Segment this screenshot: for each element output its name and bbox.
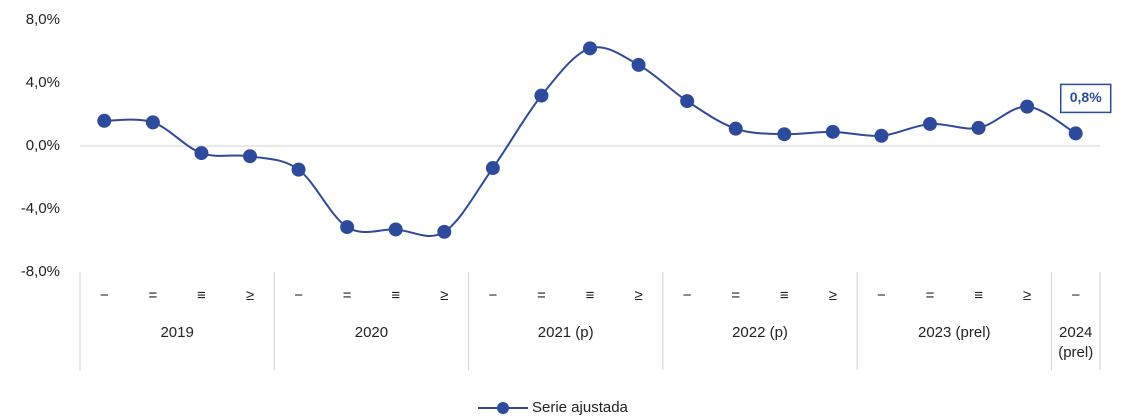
x-tick-label: − [1071,287,1080,304]
group-label: 2019 [160,324,193,341]
x-tick-label: ≡ [391,287,400,304]
data-point [243,149,257,164]
label-box [1059,83,1112,114]
x-tick-label: = [731,287,740,304]
group-label: 2023 (prel) [918,324,991,341]
x-tick-label: = [537,287,546,304]
x-tick-label: − [683,287,692,304]
legend-marker [497,402,509,414]
group-label: 2022 (p) [732,324,788,341]
x-tick-label: ≡ [780,287,789,304]
x-tick-label: − [488,287,497,304]
x-tick-label: ≡ [974,287,983,304]
data-point [97,113,112,128]
y-tick-label: 8,0% [26,11,60,28]
x-tick-label: ≥ [246,287,254,304]
x-tick-label: ≥ [829,287,837,304]
data-point [534,88,549,103]
data-point [194,146,209,161]
x-tick-label: ≥ [440,287,448,304]
x-tick-label: ≥ [1023,287,1031,304]
data-point [825,124,840,139]
data-point [145,115,160,130]
data-point [485,161,500,176]
data-point [583,41,597,56]
group-label: 2021 (p) [538,324,594,341]
x-tick-label: − [100,287,109,304]
data-point [728,121,743,136]
x-tick-label: − [294,287,303,304]
data-point [631,57,646,72]
y-tick-label: -4,0% [21,200,60,217]
y-tick-label: 4,0% [26,74,60,91]
data-label: 0,8% [1070,89,1102,105]
data-point [388,222,403,237]
data-point [291,162,306,177]
y-tick-label: -8,0% [21,263,60,280]
x-tick-label: ≥ [634,287,642,304]
x-tick-label: = [148,287,157,304]
data-point [971,120,986,135]
y-tick-label: 0,0% [26,137,60,154]
data-point [777,127,792,142]
data-point [680,94,695,109]
data-point [1020,99,1035,114]
x-tick-label: ≡ [586,287,595,304]
x-tick-label: = [343,287,352,304]
x-tick-label: − [877,287,886,304]
data-point [923,116,937,131]
data-point [874,128,889,143]
data-point [437,224,452,239]
data-point [340,220,355,235]
series-line [104,46,1077,237]
data-point [1068,126,1083,141]
group-label: 2020 [355,324,388,341]
x-tick-label: = [926,287,935,304]
group-label: 2024 (prel) [1058,324,1093,361]
x-tick-label: ≡ [197,287,206,304]
legend-label: Serie ajustada [532,399,629,416]
